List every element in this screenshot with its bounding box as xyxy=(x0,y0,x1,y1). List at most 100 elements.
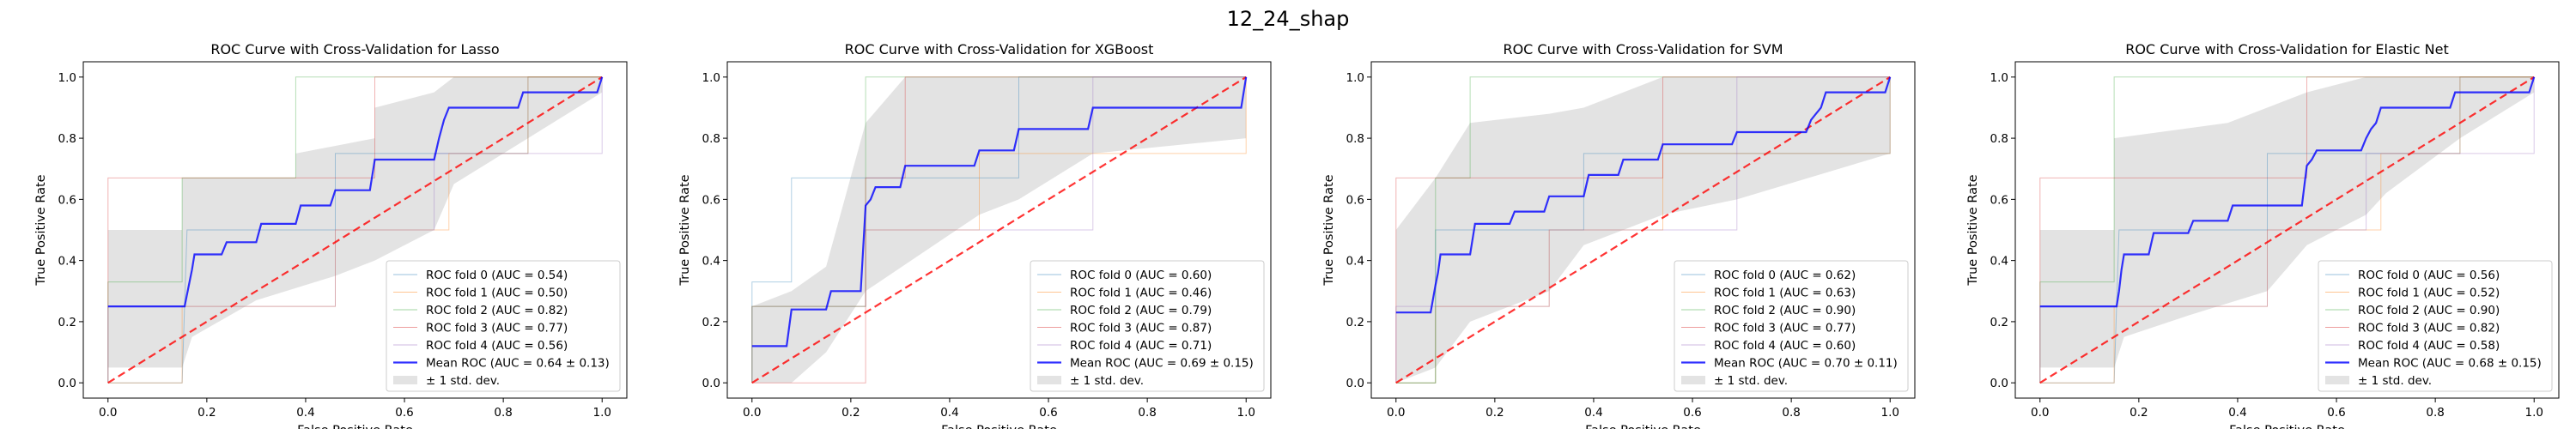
chart-3-ytick-label: 1.0 xyxy=(1990,71,2008,85)
chart-0-fold-2-curve xyxy=(107,76,603,384)
chart-0-title: ROC Curve with Cross-Validation for Lass… xyxy=(210,41,499,57)
chart-2-xtick-label: 0.0 xyxy=(1387,406,1405,420)
chart-0-xtick-label: 0.4 xyxy=(296,406,314,420)
chart-3-ytick-label: 0.6 xyxy=(1990,193,2008,207)
chart-3-chance-line xyxy=(2039,76,2535,384)
chart-0-chance-line xyxy=(107,76,603,384)
chart-1-xtick-label: 0.2 xyxy=(841,406,860,420)
chart-1-legend-entry-6: ± 1 std. dev. xyxy=(1070,374,1144,388)
chart-1-legend-entry-1: ROC fold 1 (AUC = 0.46) xyxy=(1070,287,1212,300)
chart-1-fold-2-curve xyxy=(751,76,1247,384)
chart-1-ytick-label: 0.2 xyxy=(702,316,720,329)
chart-3-ytick-label: 0.8 xyxy=(1990,132,2008,146)
chart-3-legend-entry-2: ROC fold 2 (AUC = 0.90) xyxy=(2358,304,2500,317)
chart-1-legend-std-swatch xyxy=(1037,376,1061,384)
chart-0-legend-entry-4: ROC fold 4 (AUC = 0.56) xyxy=(426,339,568,353)
chart-3-legend-entry-4: ROC fold 4 (AUC = 0.58) xyxy=(2358,339,2500,353)
chart-2-legend-entry-4: ROC fold 4 (AUC = 0.60) xyxy=(1714,339,1856,353)
chart-1-axes-frame xyxy=(726,61,1272,399)
chart-3-legend: ROC fold 0 (AUC = 0.56) ROC fold 1 (AUC =… xyxy=(2318,260,2553,392)
chart-0-fold-3-curve xyxy=(107,76,603,384)
chart-0-legend-entry-5: Mean ROC (AUC = 0.64 ± 0.13) xyxy=(426,357,610,371)
chart-0-xlabel: False Positive Rate xyxy=(297,424,413,429)
chart-0-legend-std-swatch xyxy=(393,376,417,384)
chart-2-legend: ROC fold 0 (AUC = 0.62) ROC fold 1 (AUC =… xyxy=(1674,260,1909,392)
chart-3-title: ROC Curve with Cross-Validation for Elas… xyxy=(2125,41,2449,57)
chart-1-legend-entry-5: Mean ROC (AUC = 0.69 ± 0.15) xyxy=(1070,357,1254,371)
chart-0-ytick-label: 0.2 xyxy=(58,316,76,329)
chart-0-xtick-label: 0.6 xyxy=(395,406,413,420)
chart-3-fold-0-curve xyxy=(2039,76,2535,384)
chart-3: ROC Curve with Cross-Validation for Elas… xyxy=(1966,41,2560,429)
chart-3-legend-std-swatch xyxy=(2325,376,2349,384)
chart-2-fold-1-curve xyxy=(1395,76,1891,384)
chart-0-legend-entry-2: ROC fold 2 (AUC = 0.82) xyxy=(426,304,568,317)
chart-2-xtick-label: 1.0 xyxy=(1880,406,1899,420)
chart-3-xlabel: False Positive Rate xyxy=(2229,424,2345,429)
chart-1-legend-entry-3: ROC fold 3 (AUC = 0.87) xyxy=(1070,322,1212,335)
chart-0-axes-frame xyxy=(82,61,628,399)
chart-0-ytick-label: 0.8 xyxy=(58,132,76,146)
chart-2-xtick-label: 0.2 xyxy=(1485,406,1504,420)
chart-1-title: ROC Curve with Cross-Validation for XGBo… xyxy=(845,41,1154,57)
chart-1-xtick-label: 0.8 xyxy=(1138,406,1156,420)
chart-2-xtick-label: 0.8 xyxy=(1782,406,1800,420)
chart-2-fold-0-curve xyxy=(1395,76,1891,384)
chart-3-fold-1-curve xyxy=(2039,76,2535,384)
chart-3-ytick-label: 0.0 xyxy=(1990,377,2008,390)
chart-0-ytick-label: 0.6 xyxy=(58,193,76,207)
chart-3-fold-2-curve xyxy=(2039,76,2535,384)
chart-1-xtick-label: 0.6 xyxy=(1039,406,1057,420)
chart-0-legend: ROC fold 0 (AUC = 0.54) ROC fold 1 (AUC =… xyxy=(386,260,621,392)
chart-1-legend: ROC fold 0 (AUC = 0.60) ROC fold 1 (AUC =… xyxy=(1030,260,1265,392)
chart-3-axes-frame xyxy=(2014,61,2560,399)
chart-0: ROC Curve with Cross-Validation for Lass… xyxy=(34,41,628,429)
chart-1-xtick-label: 1.0 xyxy=(1236,406,1255,420)
chart-2-ytick-label: 0.0 xyxy=(1346,377,1364,390)
chart-0-ytick-label: 1.0 xyxy=(58,71,76,85)
chart-3-legend-entry-3: ROC fold 3 (AUC = 0.82) xyxy=(2358,322,2500,335)
chart-3-ytick-label: 0.2 xyxy=(1990,316,2008,329)
chart-2-fold-4-curve xyxy=(1395,76,1891,384)
chart-1-xlabel: False Positive Rate xyxy=(941,424,1057,429)
chart-1-ytick-label: 0.8 xyxy=(702,132,720,146)
chart-1-fold-0-curve xyxy=(751,76,1247,384)
figure-suptitle: 12_24_shap xyxy=(1227,7,1350,31)
chart-1-ytick-label: 1.0 xyxy=(702,71,720,85)
chart-2-xlabel: False Positive Rate xyxy=(1585,424,1701,429)
chart-2-plot-area xyxy=(1395,76,1892,384)
chart-1-fold-3-curve xyxy=(751,76,1247,384)
chart-1-ytick-label: 0.6 xyxy=(702,193,720,207)
chart-2: ROC Curve with Cross-Validation for SVM 0… xyxy=(1322,41,1916,429)
chart-1-xtick-label: 0.4 xyxy=(940,406,958,420)
chart-0-legend-entry-3: ROC fold 3 (AUC = 0.77) xyxy=(426,322,568,335)
chart-3-xtick-label: 0.6 xyxy=(2327,406,2345,420)
chart-2-fold-3-curve xyxy=(1395,76,1891,384)
chart-2-legend-entry-0: ROC fold 0 (AUC = 0.62) xyxy=(1714,269,1856,282)
chart-1-std-band xyxy=(751,76,1247,384)
chart-1-ytick-label: 0.0 xyxy=(702,377,720,390)
chart-0-xtick-label: 0.0 xyxy=(99,406,117,420)
chart-2-legend-entry-3: ROC fold 3 (AUC = 0.77) xyxy=(1714,322,1856,335)
chart-3-xtick-label: 0.8 xyxy=(2426,406,2444,420)
chart-2-legend-entry-1: ROC fold 1 (AUC = 0.63) xyxy=(1714,287,1856,300)
chart-2-legend-entry-5: Mean ROC (AUC = 0.70 ± 0.11) xyxy=(1714,357,1898,371)
chart-2-ytick-label: 0.2 xyxy=(1346,316,1364,329)
chart-1-ytick-label: 0.4 xyxy=(702,255,720,269)
chart-2-legend-entry-2: ROC fold 2 (AUC = 0.90) xyxy=(1714,304,1856,317)
chart-2-title: ROC Curve with Cross-Validation for SVM xyxy=(1503,41,1783,57)
chart-3-xtick-label: 0.2 xyxy=(2129,406,2148,420)
chart-2-axes-frame xyxy=(1370,61,1916,399)
chart-1-legend-entry-0: ROC fold 0 (AUC = 0.60) xyxy=(1070,269,1212,282)
chart-0-mean-roc-curve xyxy=(107,76,604,308)
chart-2-fold-2-curve xyxy=(1395,76,1891,384)
chart-3-legend-entry-0: ROC fold 0 (AUC = 0.56) xyxy=(2358,269,2500,282)
chart-2-ylabel: True Positive Rate xyxy=(1322,174,1336,286)
chart-3-legend-box xyxy=(2318,260,2553,392)
chart-0-legend-entry-6: ± 1 std. dev. xyxy=(426,374,500,388)
chart-1-legend-entry-4: ROC fold 4 (AUC = 0.71) xyxy=(1070,339,1212,353)
chart-0-legend-box xyxy=(386,260,621,392)
chart-0-ylabel: True Positive Rate xyxy=(34,174,48,286)
chart-2-ytick-label: 0.8 xyxy=(1346,132,1364,146)
